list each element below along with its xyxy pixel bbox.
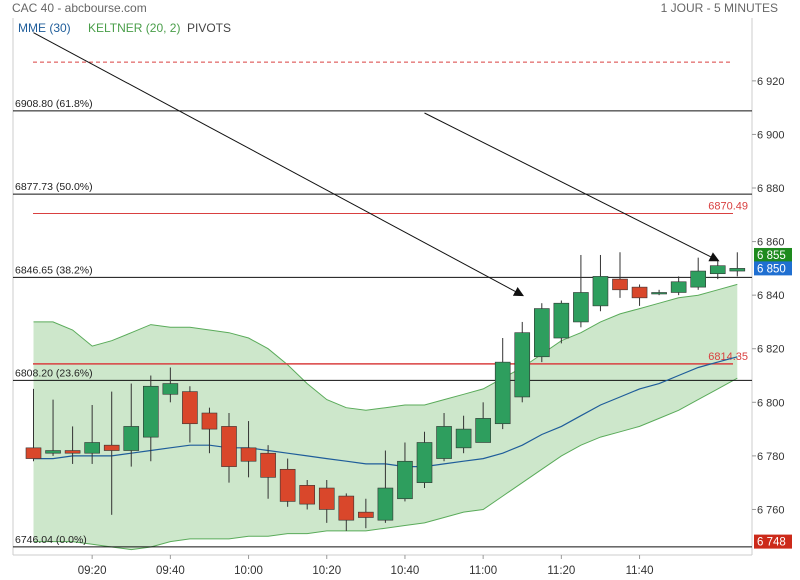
fib-level-label: 6877.73 (50.0%) (15, 181, 93, 193)
price-badge-label: 6 850 (757, 263, 786, 275)
candle-body[interactable] (533, 308, 550, 358)
price-badge (754, 534, 792, 549)
y-tick-label: 6 880 (757, 183, 785, 195)
price-badge-label: 6 855 (757, 250, 786, 262)
candle-body[interactable] (494, 361, 511, 425)
candle-body[interactable] (709, 265, 726, 275)
y-tick-label: 6 780 (757, 451, 785, 463)
candle-body[interactable] (436, 426, 452, 459)
candle-body[interactable] (221, 426, 237, 467)
x-tick-label: 11:40 (626, 565, 654, 577)
candle-body[interactable] (397, 460, 413, 500)
fib-level-label: 6808.20 (23.6%) (15, 367, 93, 379)
candle-body[interactable] (338, 495, 355, 521)
x-tick-label: 11:20 (547, 565, 575, 577)
candle-body[interactable] (651, 292, 667, 295)
x-tick-label: 10:00 (234, 565, 263, 577)
candle-body[interactable] (64, 450, 81, 454)
indicator-mme[interactable]: MME (30) (18, 21, 71, 35)
candle-body[interactable] (201, 412, 218, 430)
candle-body[interactable] (318, 487, 335, 510)
keltner-band (33, 284, 738, 550)
fib-level-label: 6908.80 (61.8%) (15, 98, 93, 110)
fib-level-label: 6746.04 (0.0%) (15, 534, 87, 546)
candle-body[interactable] (182, 391, 198, 425)
candle-body[interactable] (592, 276, 609, 307)
candle-body[interactable] (103, 444, 120, 451)
candle-body[interactable] (377, 487, 394, 521)
candle-body[interactable] (416, 442, 433, 483)
price-badge-label: 6 748 (757, 537, 786, 549)
candle-body[interactable] (84, 442, 100, 454)
x-tick-label: 10:20 (312, 565, 341, 577)
candle-body[interactable] (25, 447, 42, 459)
y-tick-label: 6 760 (757, 504, 785, 516)
candle-body[interactable] (514, 332, 531, 398)
y-tick-label: 6 900 (757, 129, 785, 141)
candle-body[interactable] (690, 270, 707, 288)
price-badge (754, 247, 792, 262)
pivot-label: 6870.49 (708, 200, 748, 212)
candle-body[interactable] (573, 292, 589, 323)
candle-body[interactable] (358, 511, 374, 518)
candle-body[interactable] (45, 450, 61, 454)
y-tick-label: 6 800 (757, 397, 785, 409)
trendline-arrow[interactable] (33, 32, 525, 297)
indicator-pivots[interactable]: PIVOTS (187, 21, 232, 35)
y-tick-label: 6 820 (757, 344, 785, 356)
y-tick-label: 6 860 (757, 237, 785, 249)
timeframe-label[interactable]: 1 JOUR - 5 MINUTES (660, 1, 778, 15)
candle-body[interactable] (670, 281, 687, 293)
pivot-label: 6814.35 (708, 351, 748, 363)
candle-body[interactable] (455, 428, 472, 449)
indicator-keltner[interactable]: KELTNER (20, 2) (88, 21, 181, 35)
candle-body[interactable] (162, 383, 179, 395)
candle-body[interactable] (260, 452, 276, 478)
trendline-arrow[interactable] (424, 112, 720, 262)
x-tick-label: 11:00 (469, 565, 497, 577)
y-tick-label: 6 840 (757, 290, 785, 302)
candle-body[interactable] (475, 418, 491, 443)
y-tick-label: 6 920 (757, 76, 785, 88)
keltner-upper-line (33, 283, 738, 411)
price-badge (754, 261, 792, 276)
candle-body[interactable] (299, 485, 316, 505)
x-tick-label: 10:40 (391, 565, 420, 577)
candle-body[interactable] (729, 268, 746, 272)
x-tick-label: 09:20 (78, 565, 107, 577)
chart-title: CAC 40 - abcbourse.com (12, 1, 147, 15)
candle-body[interactable] (612, 278, 628, 291)
x-tick-label: 09:40 (156, 565, 185, 577)
candle-body[interactable] (240, 447, 257, 462)
candle-body[interactable] (631, 286, 648, 299)
candle-body[interactable] (279, 468, 296, 502)
candle-body[interactable] (553, 302, 570, 339)
fib-level-label: 6846.65 (38.2%) (15, 264, 93, 276)
candle-body[interactable] (143, 385, 159, 438)
candle-body[interactable] (123, 426, 140, 451)
